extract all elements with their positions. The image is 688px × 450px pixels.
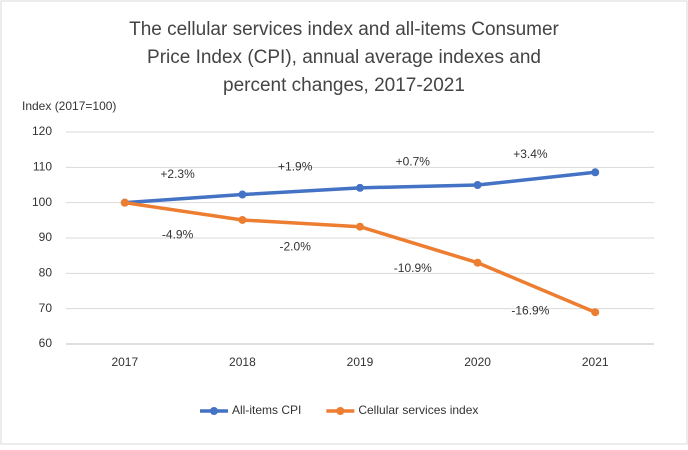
marker bbox=[356, 222, 364, 231]
legend-swatch bbox=[210, 407, 218, 415]
x-tick-label: 2017 bbox=[111, 355, 138, 369]
marker bbox=[473, 258, 482, 267]
y-tick-label: 120 bbox=[32, 124, 52, 138]
marker bbox=[591, 168, 600, 177]
annotation: -2.0% bbox=[280, 240, 312, 254]
x-tick-label: 2018 bbox=[229, 355, 256, 369]
marker bbox=[238, 215, 247, 224]
marker bbox=[356, 183, 364, 192]
y-tick-label: 110 bbox=[33, 160, 52, 174]
marker bbox=[473, 181, 482, 189]
y-tick-label: 60 bbox=[39, 336, 53, 350]
y-tick-label: 80 bbox=[39, 266, 53, 280]
chart-title: The cellular services index and all-item… bbox=[129, 19, 559, 96]
marker bbox=[120, 198, 129, 207]
x-tick-label: 2021 bbox=[582, 355, 609, 369]
y-tick-label: 100 bbox=[32, 195, 52, 209]
x-tick-label: 2020 bbox=[464, 355, 491, 369]
annotation: -4.9% bbox=[162, 227, 194, 241]
legend-label: Cellular services index bbox=[358, 403, 478, 417]
legend-swatch bbox=[336, 407, 345, 415]
annotation: -16.9% bbox=[511, 304, 549, 318]
y-tick-label: 90 bbox=[39, 230, 53, 244]
x-tick-label: 2019 bbox=[347, 355, 374, 369]
y-axis-label: Index (2017=100) bbox=[22, 99, 116, 113]
annotation: +3.4% bbox=[513, 147, 548, 161]
legend-label: All-items CPI bbox=[232, 403, 301, 417]
annotation: +0.7% bbox=[396, 155, 431, 169]
annotation: +2.3% bbox=[160, 167, 195, 181]
annotation: +1.9% bbox=[278, 159, 313, 173]
marker bbox=[591, 308, 600, 317]
marker bbox=[238, 190, 247, 199]
annotation: -10.9% bbox=[394, 261, 432, 275]
y-tick-label: 70 bbox=[39, 301, 53, 315]
